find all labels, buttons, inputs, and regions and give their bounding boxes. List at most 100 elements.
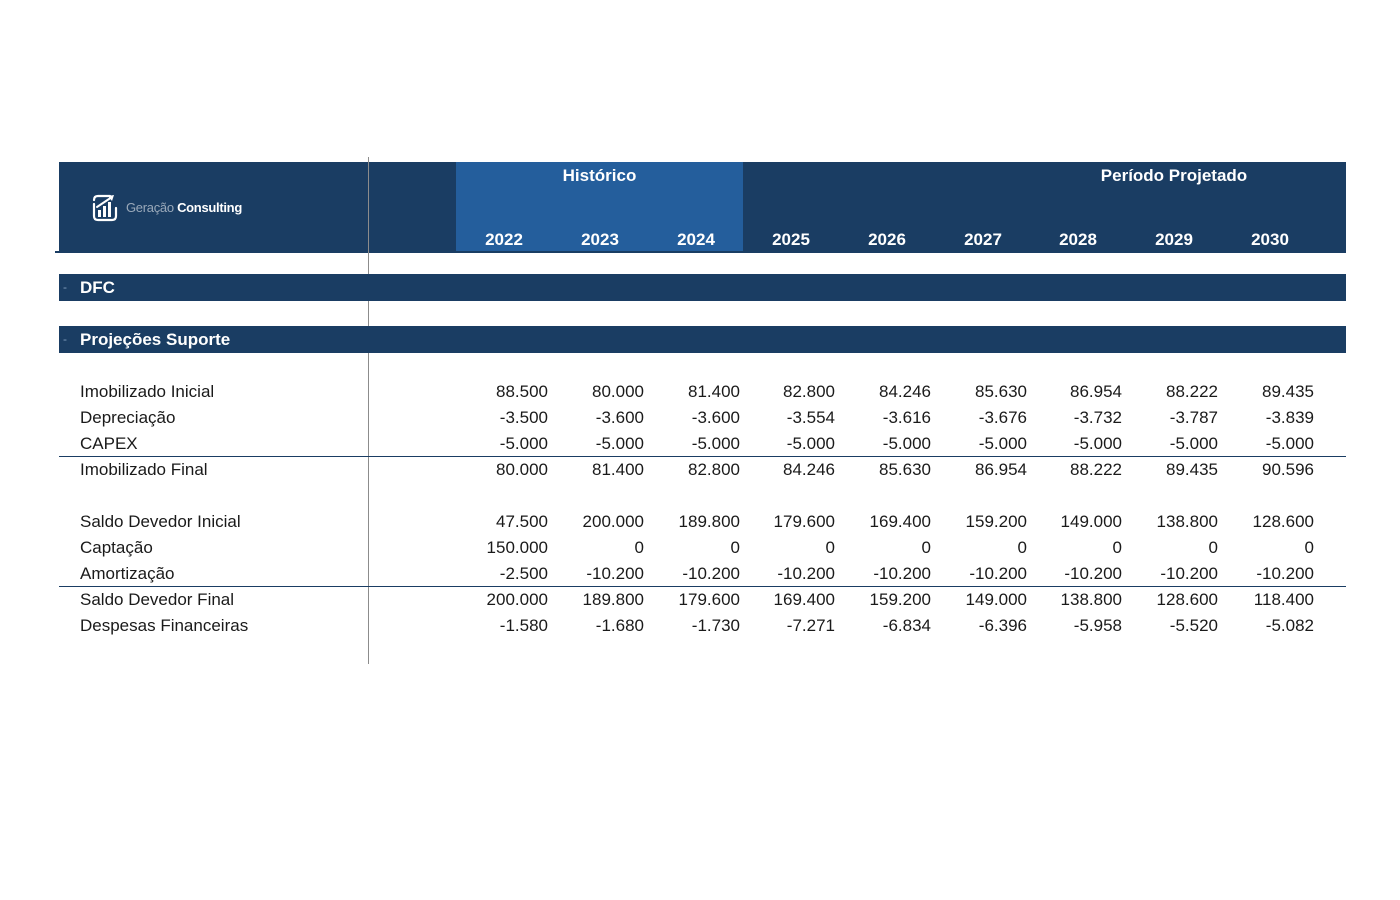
collapse-icon[interactable]: - (63, 280, 67, 294)
table-row[interactable]: Depreciação -3.500 -3.600 -3.600 -3.554 -3.61… (59, 405, 1346, 431)
table-cell[interactable]: 149.000 (965, 590, 1027, 609)
table-cell[interactable]: 0 (1304, 538, 1314, 557)
table-cell[interactable]: 84.246 (879, 382, 931, 401)
table-cell[interactable]: 81.400 (688, 382, 740, 401)
table-cell[interactable]: 0 (1017, 538, 1027, 557)
table-cell[interactable]: 0 (730, 538, 740, 557)
table-cell[interactable]: -1.580 (499, 616, 548, 635)
collapse-icon[interactable]: - (63, 332, 67, 346)
table-cell[interactable]: -3.732 (1073, 408, 1122, 427)
table-cell[interactable]: -5.000 (499, 434, 548, 453)
year-header-2027: 2027 (964, 230, 1002, 249)
table-cell[interactable]: 179.600 (773, 512, 835, 531)
table-cell[interactable]: -5.000 (786, 434, 835, 453)
table-cell[interactable]: 89.435 (1166, 460, 1218, 479)
table-cell[interactable]: 150.000 (486, 538, 548, 557)
table-cell[interactable]: 80.000 (496, 460, 548, 479)
table-row[interactable]: Saldo Devedor Final 200.000 189.800 179.600… (59, 586, 1346, 613)
table-cell[interactable]: 88.222 (1070, 460, 1122, 479)
table-cell[interactable]: -10.200 (682, 564, 740, 583)
table-cell[interactable]: 0 (1112, 538, 1122, 557)
table-cell[interactable]: -6.396 (978, 616, 1027, 635)
table-cell[interactable]: -1.730 (691, 616, 740, 635)
table-cell[interactable]: -10.200 (1256, 564, 1314, 583)
table-cell[interactable]: 88.222 (1166, 382, 1218, 401)
table-cell[interactable]: -6.834 (882, 616, 931, 635)
table-cell[interactable]: 169.400 (773, 590, 835, 609)
table-cell[interactable]: -3.676 (978, 408, 1027, 427)
table-row[interactable]: Imobilizado Final 80.000 81.400 82.800 84.24… (59, 456, 1346, 483)
table-cell[interactable]: 179.600 (678, 590, 740, 609)
periodo-projetado-label: Período Projetado (1100, 166, 1248, 185)
table-cell[interactable]: 189.800 (678, 512, 740, 531)
table-cell[interactable]: 86.954 (975, 460, 1027, 479)
table-cell[interactable]: 85.630 (879, 460, 931, 479)
table-cell[interactable]: 200.000 (486, 590, 548, 609)
year-header-2025: 2025 (772, 230, 810, 249)
table-cell[interactable]: 80.000 (592, 382, 644, 401)
table-cell[interactable]: 84.246 (783, 460, 835, 479)
table-cell[interactable]: -5.082 (1265, 616, 1314, 635)
table-cell[interactable]: 82.800 (688, 460, 740, 479)
table-row[interactable]: Captação 150.000 0 0 0 0 0 0 0 0 (59, 535, 1346, 561)
table-cell[interactable]: -3.600 (691, 408, 740, 427)
table-cell[interactable]: -3.554 (786, 408, 835, 427)
section-projecoes-suporte[interactable]: - Projeções Suporte (59, 326, 1346, 353)
table-cell[interactable]: 128.600 (1156, 590, 1218, 609)
table-cell[interactable]: 86.954 (1070, 382, 1122, 401)
table-cell[interactable]: -5.958 (1073, 616, 1122, 635)
table-cell[interactable]: 89.435 (1262, 382, 1314, 401)
table-cell[interactable]: 0 (921, 538, 931, 557)
table-cell[interactable]: -5.000 (882, 434, 931, 453)
table-cell[interactable]: -2.500 (499, 564, 548, 583)
table-cell[interactable]: -10.200 (586, 564, 644, 583)
table-cell[interactable]: -3.616 (882, 408, 931, 427)
table-cell[interactable]: -5.520 (1169, 616, 1218, 635)
table-cell[interactable]: -5.000 (1169, 434, 1218, 453)
table-cell[interactable]: 47.500 (496, 512, 548, 531)
table-cell[interactable]: 0 (634, 538, 644, 557)
table-cell[interactable]: -3.500 (499, 408, 548, 427)
table-cell[interactable]: 118.400 (1253, 590, 1314, 609)
table-cell[interactable]: 85.630 (975, 382, 1027, 401)
table-cell[interactable]: -1.680 (595, 616, 644, 635)
table-cell[interactable]: -5.000 (978, 434, 1027, 453)
table-cell[interactable]: 0 (1208, 538, 1218, 557)
table-cell[interactable]: 159.200 (869, 590, 931, 609)
year-header-2030: 2030 (1251, 230, 1289, 249)
table-row[interactable]: Saldo Devedor Inicial 47.500 200.000 189.80… (59, 509, 1346, 535)
section-dfc[interactable]: - DFC (59, 274, 1346, 301)
table-cell[interactable]: -3.600 (595, 408, 644, 427)
year-header-2029: 2029 (1155, 230, 1193, 249)
table-cell[interactable]: 88.500 (496, 382, 548, 401)
table-cell[interactable]: -3.839 (1265, 408, 1314, 427)
table-row[interactable]: Imobilizado Inicial 88.500 80.000 81.400 82.… (59, 379, 1346, 405)
table-cell[interactable]: -5.000 (595, 434, 644, 453)
table-cell[interactable]: -10.200 (873, 564, 931, 583)
table-cell[interactable]: 169.400 (869, 512, 931, 531)
table-row[interactable]: Amortização -2.500 -10.200 -10.200 -10.200 -1… (59, 561, 1346, 587)
table-cell[interactable]: 200.000 (582, 512, 644, 531)
table-cell[interactable]: -3.787 (1169, 408, 1218, 427)
table-cell[interactable]: 81.400 (592, 460, 644, 479)
table-cell[interactable]: -5.000 (1073, 434, 1122, 453)
table-cell[interactable]: -10.200 (969, 564, 1027, 583)
table-cell[interactable]: 189.800 (582, 590, 644, 609)
table-cell[interactable]: 138.800 (1156, 512, 1218, 531)
table-row[interactable]: Despesas Financeiras -1.580 -1.680 -1.730 -7… (59, 613, 1346, 639)
table-cell[interactable]: -10.200 (1064, 564, 1122, 583)
table-cell[interactable]: 149.000 (1060, 512, 1122, 531)
table-cell[interactable]: -10.200 (1160, 564, 1218, 583)
table-cell[interactable]: 128.600 (1252, 512, 1314, 531)
table-cell[interactable]: 159.200 (965, 512, 1027, 531)
table-cell[interactable]: 82.800 (783, 382, 835, 401)
table-cell[interactable]: 90.596 (1262, 460, 1314, 479)
table-row[interactable]: CAPEX -5.000 -5.000 -5.000 -5.000 -5.000 -5.00… (59, 431, 1346, 457)
table-cell[interactable]: 138.800 (1060, 590, 1122, 609)
table-cell[interactable]: -10.200 (777, 564, 835, 583)
table-cell[interactable]: -5.000 (1265, 434, 1314, 453)
table-cell[interactable]: 0 (825, 538, 835, 557)
table-cell[interactable]: -5.000 (691, 434, 740, 453)
table-cell[interactable]: -7.271 (786, 616, 835, 635)
